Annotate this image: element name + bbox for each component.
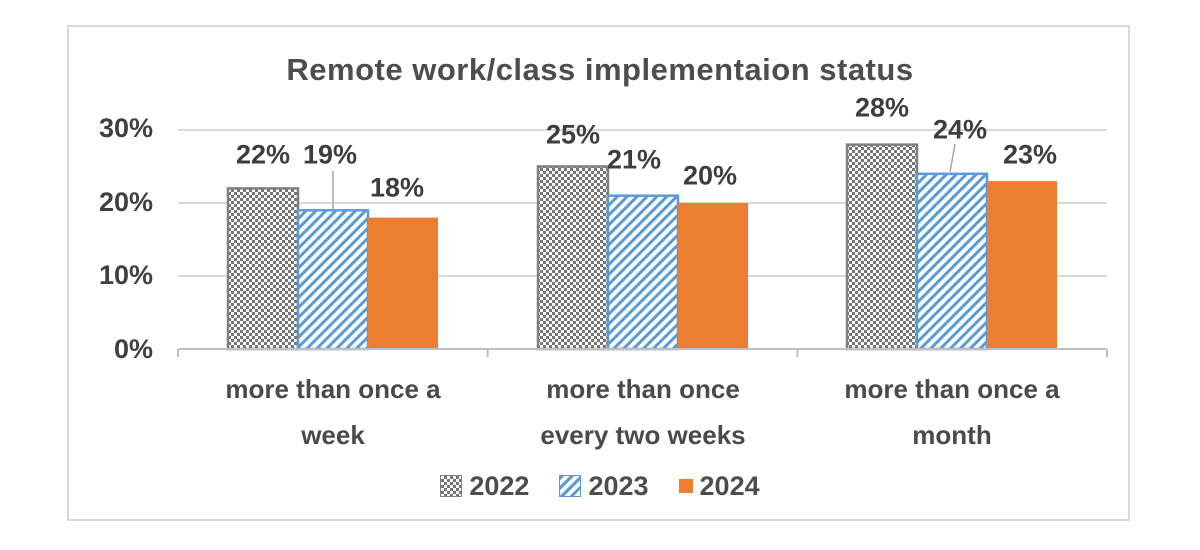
bar-2024-2 — [987, 181, 1057, 349]
y-tick-label-30: 30% — [98, 113, 153, 143]
legend-swatch-2023-icon — [559, 475, 582, 497]
bar-2024-0 — [368, 217, 438, 349]
bar-2022-2 — [845, 143, 919, 351]
leader-line — [949, 143, 956, 173]
category-line: month — [912, 420, 992, 450]
data-label-2022-week: 22% — [235, 139, 291, 170]
x-category-label-month: more than once a month — [782, 366, 1122, 458]
data-label-2023-week: 19% — [302, 139, 358, 170]
data-label-2024-twoweeks: 20% — [682, 160, 738, 191]
legend-label-2022: 2022 — [469, 470, 530, 501]
chart-title: Remote work/class implementaion status — [286, 52, 914, 87]
bar-2022-1 — [536, 165, 610, 351]
legend-label-2023: 2023 — [588, 470, 649, 501]
legend-label-2024: 2024 — [699, 470, 760, 501]
bar-2023-2 — [915, 172, 989, 351]
y-tick-label-20: 20% — [98, 187, 153, 217]
data-label-2023-twoweeks: 21% — [606, 144, 662, 175]
bar-2022-0 — [226, 187, 300, 351]
y-tick-label-10: 10% — [98, 260, 153, 290]
legend-swatch-2022-icon — [440, 475, 463, 497]
x-category-label-week: more than once a week — [163, 366, 503, 458]
bar-2023-1 — [606, 194, 680, 351]
data-label-2023-month: 24% — [932, 114, 988, 145]
legend-item-2024: 2024 — [678, 470, 760, 502]
category-line: more than once — [546, 374, 740, 404]
legend-swatch-2024-icon — [678, 479, 693, 493]
y-tick-label-0: 0% — [113, 334, 153, 364]
legend-item-2022: 2022 — [440, 471, 529, 502]
data-label-2024-week: 18% — [369, 172, 425, 203]
x-category-label-twoweeks: more than once every two weeks — [473, 366, 813, 458]
legend-item-2023: 2023 — [559, 470, 649, 502]
category-line: every two weeks — [540, 420, 746, 450]
data-label-2024-month: 23% — [1002, 139, 1058, 170]
bar-2024-1 — [678, 203, 748, 349]
data-label-2022-twoweeks: 25% — [545, 119, 601, 150]
category-line: more than once a — [844, 374, 1060, 404]
legend: 2022 2023 2024 — [0, 468, 1200, 504]
data-label-2022-month: 28% — [854, 92, 910, 123]
bar-2023-0 — [296, 209, 370, 351]
category-line: more than once a — [225, 374, 441, 404]
category-line: week — [301, 420, 365, 450]
